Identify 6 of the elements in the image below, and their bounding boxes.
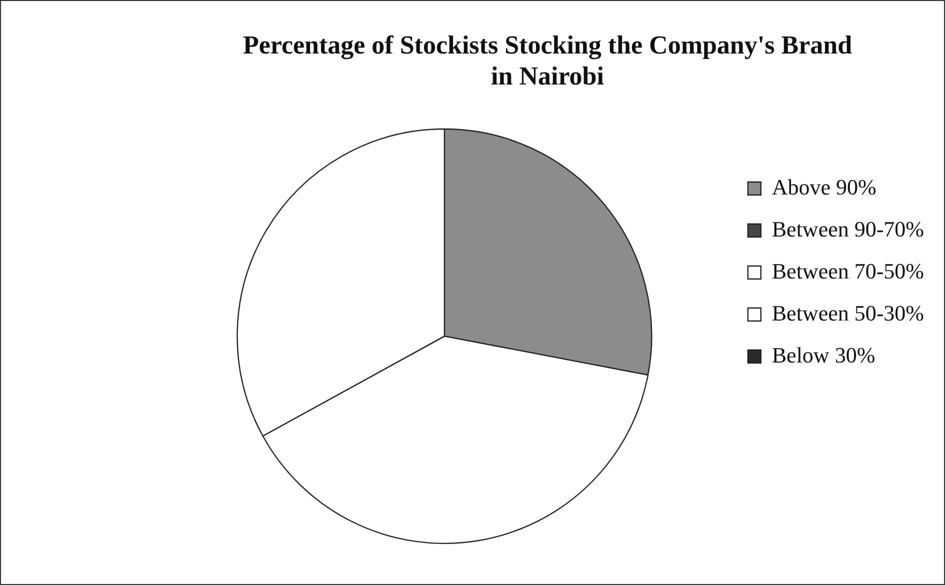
legend-label: Above 90% (772, 174, 876, 200)
legend-label: Below 30% (772, 342, 876, 368)
legend-label: Between 70-50% (772, 258, 924, 284)
legend-label: Between 50-30% (772, 300, 924, 326)
legend-label: Between 90-70% (772, 216, 924, 242)
chart-title: Percentage of Stockists Stocking the Company's Brand in Nairobi (242, 30, 853, 91)
